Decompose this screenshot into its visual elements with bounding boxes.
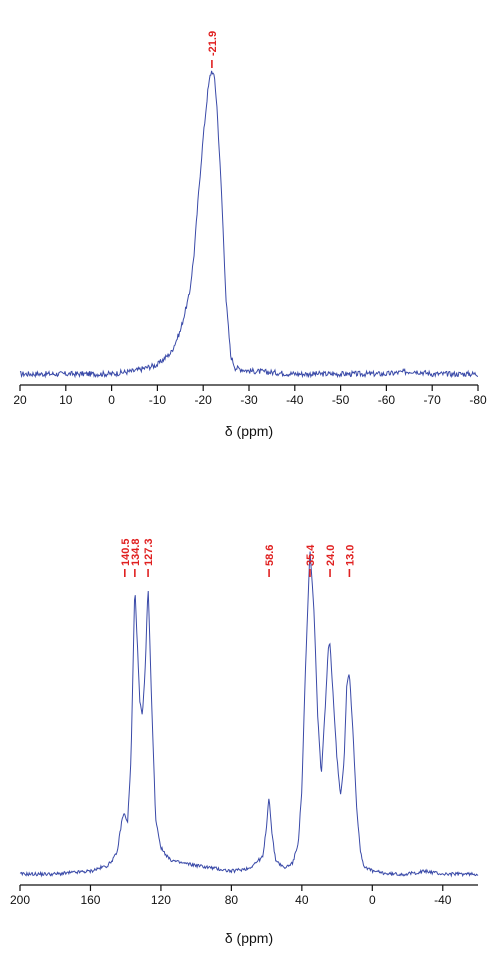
bottom-x-tick-label: 0 [369,893,376,907]
bottom-peak-label: 35.4 [305,544,317,566]
bottom-x-tick-label: 200 [10,893,30,907]
bottom-x-tick-label: -40 [434,893,452,907]
bottom-peak-label: 24.0 [325,545,337,566]
bottom-x-tick-label: 120 [151,893,171,907]
top-x-tick-label: -70 [424,393,442,407]
top-x-tick-label: 20 [13,393,27,407]
top-x-tick-label: 10 [59,393,73,407]
top-x-tick-label: -80 [469,393,487,407]
top-x-tick-label: 0 [108,393,115,407]
bottom-x-axis-label: δ (ppm) [225,930,273,946]
bottom-x-tick-label: 160 [80,893,100,907]
bottom-peak-label: 134.8 [130,538,142,566]
bottom-x-tick-label: 40 [295,893,309,907]
spectrum-chart-top: 20 10 0 -10 -20 -30 -40 -50 -60 -70 -80 δ (ppm) -21.… [13,31,487,439]
top-x-tick-label: -10 [149,393,167,407]
top-x-tick-label: -20 [195,393,213,407]
top-x-axis-label: δ (ppm) [225,423,273,439]
top-peak-label: -21.9 [207,31,219,56]
bottom-x-tick-label: 80 [225,893,239,907]
bottom-spectrum-trace [19,551,479,878]
bottom-peak-label: 127.3 [143,538,155,566]
top-spectrum-trace [19,70,479,379]
top-x-tick-label: -40 [286,393,304,407]
bottom-peak-label: 13.0 [344,545,356,566]
top-x-tick-label: -60 [378,393,396,407]
top-x-tick-label: -50 [332,393,350,407]
bottom-peak-label: 140.5 [120,538,132,566]
top-x-tick-label: -30 [240,393,258,407]
bottom-peak-label: 58.6 [264,545,276,566]
